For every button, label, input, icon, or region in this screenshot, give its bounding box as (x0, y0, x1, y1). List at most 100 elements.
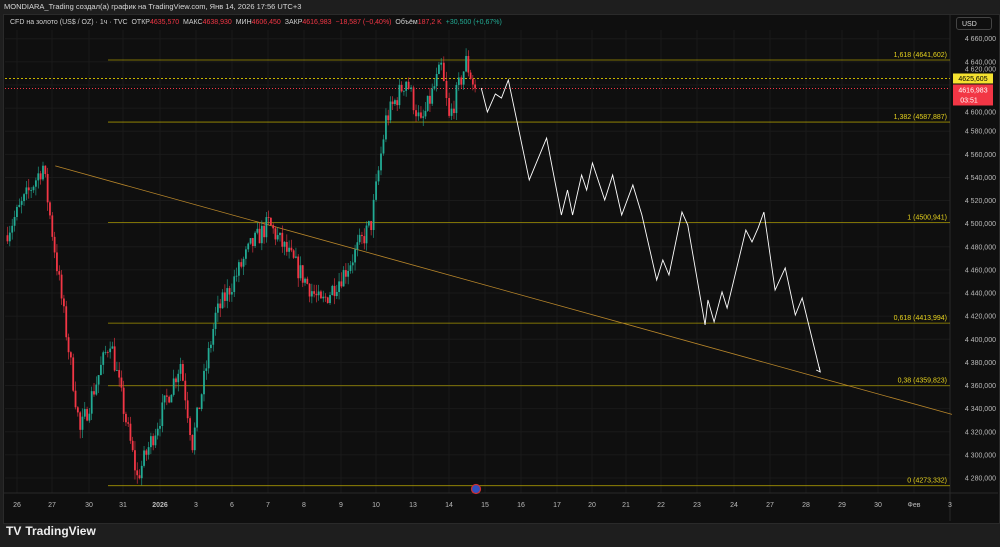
price-tick: 4 480,000 (965, 244, 996, 251)
candle-body (198, 407, 201, 410)
candle-body (301, 265, 304, 283)
volume-value: 187,2 K (417, 19, 442, 26)
candle-body (450, 108, 453, 116)
candle-body (102, 352, 105, 365)
candle-body (288, 247, 290, 252)
candle-body (438, 64, 440, 74)
candle-body (375, 181, 377, 200)
candle-body (235, 275, 238, 277)
candle-body (310, 291, 313, 297)
time-tick: 15 (481, 502, 489, 509)
candle-body (39, 173, 42, 180)
candle-body (391, 101, 394, 105)
last-price-text: 4616,983 (958, 87, 987, 94)
candle-body (367, 221, 370, 226)
time-tick: 14 (445, 502, 453, 509)
candle-body (265, 217, 268, 238)
price-tick: 4 320,000 (965, 429, 996, 436)
price-tick: 4 360,000 (965, 383, 996, 390)
candle-body (163, 395, 166, 403)
chart-panel[interactable] (3, 14, 1000, 524)
candle-body (351, 262, 354, 266)
candle-body (32, 186, 35, 191)
candle-body (237, 262, 240, 276)
candle-body (405, 81, 408, 91)
price-tick: 4 540,000 (965, 175, 996, 182)
candle-body (256, 228, 259, 233)
chart-title: MONDIARA_Trading создал(а) график на Tra… (4, 2, 302, 11)
candle-body (6, 235, 9, 242)
time-tick: 7 (266, 502, 270, 509)
candle-body (170, 394, 173, 403)
time-tick: 30 (874, 502, 882, 509)
fib-level-label: 0 (4273,332) (907, 478, 947, 485)
candle-body (394, 100, 396, 105)
candle-body (335, 292, 338, 297)
candle-body (306, 278, 309, 284)
time-tick: 27 (766, 502, 774, 509)
candle-body (37, 173, 40, 181)
price-tick: 4 600,000 (965, 109, 996, 116)
price-tick: 4 500,000 (965, 221, 996, 228)
time-tick: 24 (730, 502, 738, 509)
candle-body (69, 352, 72, 358)
candle-body (297, 256, 300, 279)
price-tick: 4 440,000 (965, 291, 996, 298)
candle-body (86, 409, 88, 421)
candle-body (207, 348, 210, 369)
candle-body (370, 221, 373, 231)
candle-body (203, 370, 205, 395)
candle-body (111, 346, 114, 349)
candle-body (420, 112, 422, 118)
price-tick: 4 420,000 (965, 314, 996, 321)
candle-body (240, 262, 243, 267)
currency-button[interactable]: USD (956, 17, 992, 30)
time-tick: 9 (339, 502, 343, 509)
candle-body (382, 139, 385, 154)
candle-body (129, 423, 132, 441)
candle-body (415, 110, 417, 117)
candle-body (104, 352, 107, 353)
candle-body (13, 217, 16, 226)
candle-body (210, 344, 212, 349)
economic-event-flag-icon (470, 483, 482, 495)
volume-change: +30,500 (+0,67%) (445, 19, 502, 26)
symbol-name[interactable]: CFD на золото (US$ / OZ) · 1ч · TVC (10, 19, 128, 26)
candle-body (445, 80, 448, 99)
candle-body (74, 390, 77, 408)
candle-body (433, 86, 436, 89)
candle-body (469, 72, 472, 79)
candle-body (331, 285, 334, 296)
level-price-text: 4625,605 (958, 76, 987, 83)
candle-body (122, 387, 125, 414)
candle-body (90, 391, 93, 414)
candle-body (175, 378, 177, 383)
candle-body (417, 112, 420, 117)
candle-body (233, 276, 236, 293)
price-tick: 4 520,000 (965, 198, 996, 205)
candle-body (76, 407, 79, 413)
candle-body (79, 412, 82, 430)
candle-body (299, 265, 302, 279)
time-tick: 26 (13, 502, 21, 509)
fib-level-label: 1 (4500,941) (907, 215, 947, 222)
candle-body (51, 215, 54, 237)
time-tick: 2026 (152, 502, 168, 509)
candle-body (27, 187, 30, 191)
candle-body (340, 281, 343, 287)
candle-body (145, 450, 148, 455)
candle-body (165, 395, 168, 397)
candle-body (140, 465, 143, 479)
candle-body (453, 108, 455, 114)
candle-body (363, 236, 366, 244)
candle-body (127, 422, 130, 424)
candle-body (285, 241, 288, 252)
price-tick: 4 300,000 (965, 452, 996, 459)
candle-body (338, 281, 340, 293)
candle-body (214, 312, 217, 329)
candle-body (269, 217, 272, 226)
candle-body (320, 291, 322, 299)
time-tick: 23 (693, 502, 701, 509)
price-tick: 4 280,000 (965, 476, 996, 483)
